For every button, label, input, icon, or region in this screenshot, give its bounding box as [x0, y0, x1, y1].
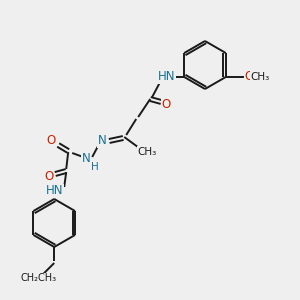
Text: N: N — [82, 152, 91, 166]
Text: HN: HN — [158, 70, 175, 83]
Text: CH₃: CH₃ — [138, 147, 157, 157]
Text: HN: HN — [46, 184, 63, 197]
Text: O: O — [244, 70, 254, 83]
Text: O: O — [46, 134, 56, 148]
Text: N: N — [98, 134, 106, 148]
Text: CH₃: CH₃ — [250, 72, 269, 82]
Text: O: O — [45, 169, 54, 182]
Text: CH₂CH₃: CH₂CH₃ — [20, 273, 56, 283]
Text: H: H — [91, 162, 99, 172]
Text: O: O — [162, 98, 171, 110]
